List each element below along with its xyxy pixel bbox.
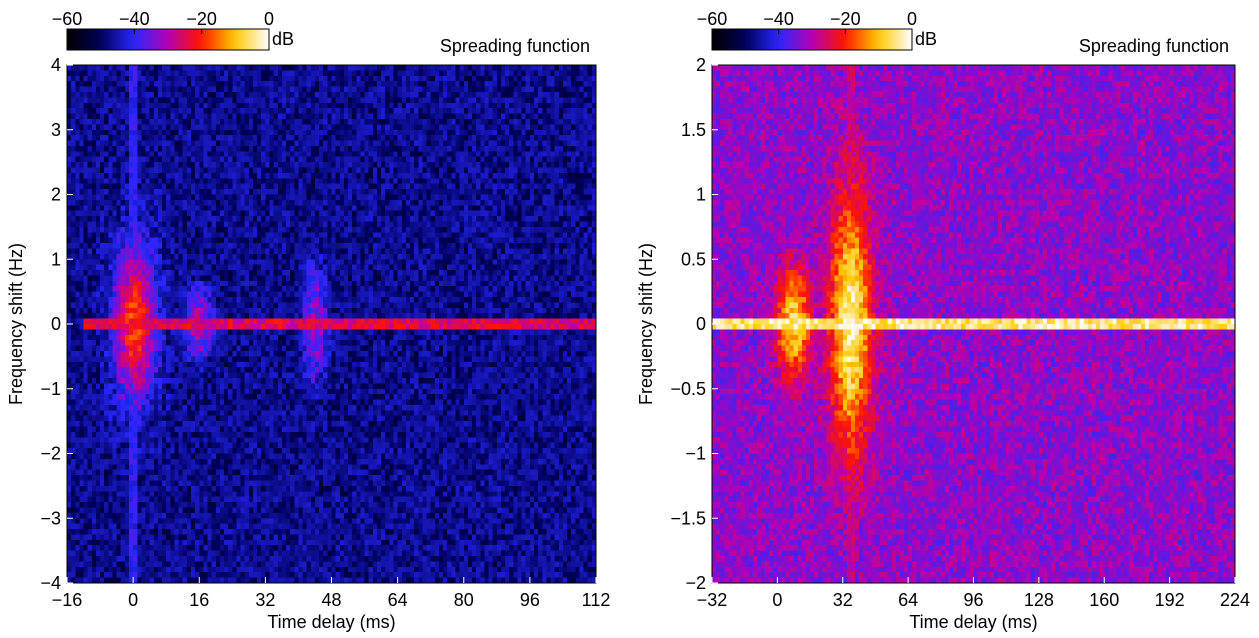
x-tick-label: 224 (1220, 590, 1250, 610)
x-tick-label: 96 (520, 590, 540, 610)
x-tick-label: 96 (963, 590, 983, 610)
x-tick-label: 80 (454, 590, 474, 610)
colorbar-unit: dB (272, 29, 294, 49)
colorbar-tick-label: −20 (186, 9, 217, 29)
x-tick-label: 32 (255, 590, 275, 610)
y-tick-label: −2 (685, 573, 706, 593)
left-spreading-chart: −16 0 16 32 48 64 80 96 112 −4 −3 −2 −1 0 1 2 3 4 Time del… (6, 9, 611, 632)
colorbar-tick-label: 0 (264, 9, 274, 29)
x-tick-label: 192 (1155, 590, 1185, 610)
y-tick-label: 4 (51, 55, 61, 75)
y-tick-label: 3 (51, 120, 61, 140)
x-tick-label: 0 (772, 590, 782, 610)
colorbar-unit: dB (915, 29, 937, 49)
y-tick-label: 1.5 (681, 120, 706, 140)
colorbar-tick-label: −40 (119, 9, 150, 29)
x-axis-label: Time delay (ms) (909, 612, 1037, 632)
x-tick-label: 64 (388, 590, 408, 610)
x-tick-label: −16 (52, 590, 83, 610)
colorbar (66, 28, 270, 51)
y-axis-label: Frequency shift (Hz) (636, 243, 656, 405)
y-tick-label: 1 (51, 249, 61, 269)
x-axis-label: Time delay (ms) (267, 612, 395, 632)
colorbar (711, 28, 913, 51)
y-tick-label: 0 (696, 314, 706, 334)
heatmap (67, 65, 597, 584)
x-tick-label: 16 (189, 590, 209, 610)
y-tick-label: −1 (685, 444, 706, 464)
y-tick-label: −0.5 (670, 379, 706, 399)
left-chart-panel: −16 0 16 32 48 64 80 96 112 −4 −3 −2 −1 0 1 2 3 4 Time del… (6, 9, 611, 632)
x-tick-label: 160 (1089, 590, 1119, 610)
right-spreading-chart: −32 0 32 64 96 128 160 192 224 −2 −1.5 −1 −0.5 0 0.5 1 1… (636, 9, 1250, 632)
x-tick-label: 128 (1024, 590, 1054, 610)
x-tick-label: 48 (321, 590, 341, 610)
heatmap (712, 65, 1236, 584)
x-tick-label: 112 (582, 590, 611, 610)
chart-title: Spreading function (440, 36, 590, 56)
x-tick-label: 0 (128, 590, 138, 610)
y-tick-label: 2 (696, 55, 706, 75)
colorbar-tick-label: −60 (697, 9, 728, 29)
y-tick-label: −2 (40, 444, 61, 464)
y-tick-label: −4 (40, 573, 61, 593)
colorbar-tick-label: 0 (907, 9, 917, 29)
colorbar-tick-label: −20 (830, 9, 861, 29)
y-tick-label: −1.5 (670, 508, 706, 528)
y-tick-label: 0.5 (681, 249, 706, 269)
colorbar-tick-label: −60 (52, 9, 83, 29)
x-tick-label: −32 (697, 590, 728, 610)
y-tick-label: −3 (40, 508, 61, 528)
y-tick-label: 1 (696, 185, 706, 205)
chart-title: Spreading function (1079, 36, 1229, 56)
y-axis-label: Frequency shift (Hz) (6, 243, 26, 405)
right-chart-panel: −32 0 32 64 96 128 160 192 224 −2 −1.5 −1 −0.5 0 0.5 1 1… (630, 0, 1259, 638)
colorbar-tick-label: −40 (763, 9, 794, 29)
x-tick-label: 32 (833, 590, 853, 610)
x-tick-label: 64 (898, 590, 918, 610)
y-tick-label: −1 (40, 379, 61, 399)
y-tick-label: 2 (51, 185, 61, 205)
y-tick-label: 0 (51, 314, 61, 334)
